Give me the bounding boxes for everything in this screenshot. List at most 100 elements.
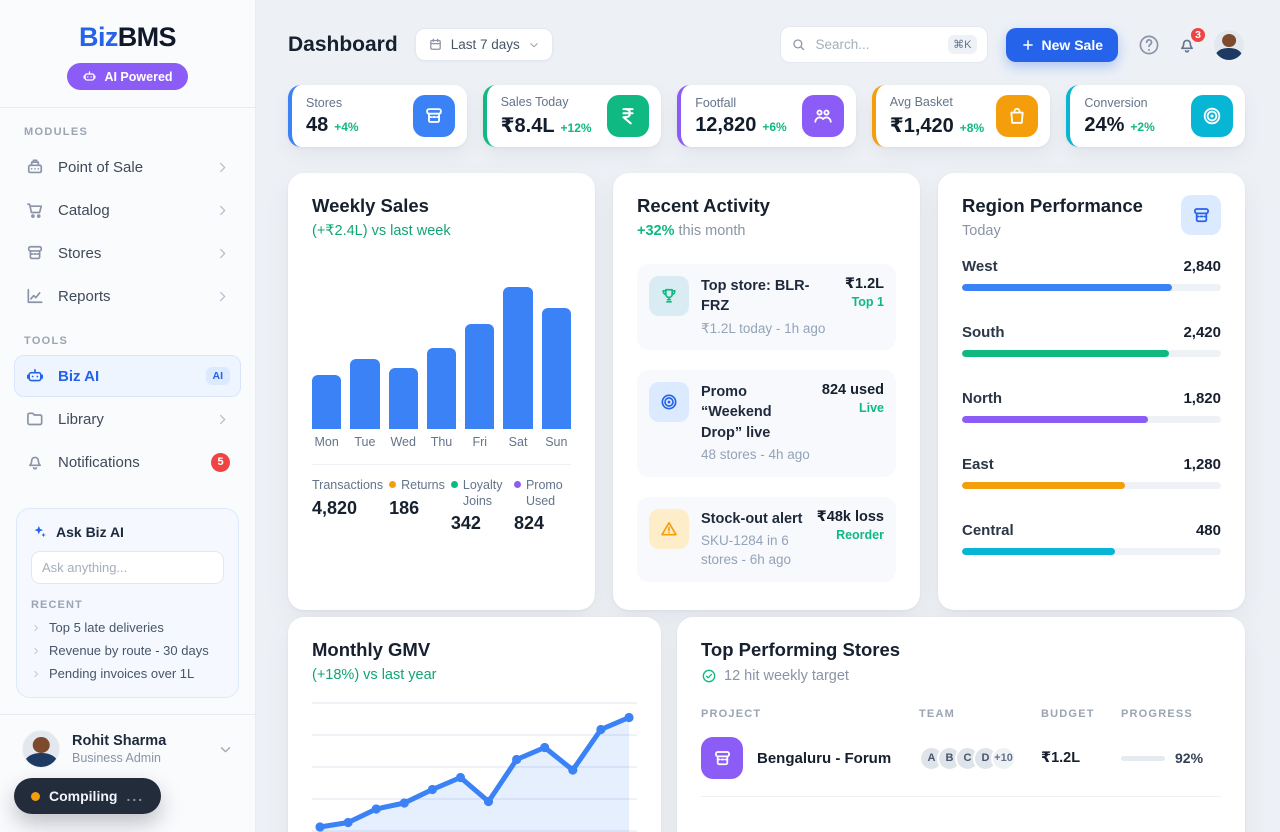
bell-icon (25, 452, 45, 472)
region-progress-track (962, 416, 1221, 423)
activity-item-promo-weekend-drop-live[interactable]: Promo “Weekend Drop” live 48 stores - 4h … (637, 370, 896, 477)
table-row[interactable]: Bengaluru - Forum A B C D +10 ₹1.2L 92% (701, 737, 1221, 797)
ai-chip-badge: AI (205, 367, 230, 385)
region-progress-track (962, 482, 1221, 489)
region-row-central: Central 480 (962, 522, 1221, 555)
activity-item-top-store-blr-frz[interactable]: Top store: BLR-FRZ ₹1.2L today - 1h ago ₹1… (637, 264, 896, 351)
sidebar-item-catalog[interactable]: Catalog (14, 189, 241, 231)
sidebar-item-notifications[interactable]: Notifications 5 (14, 441, 241, 483)
section-label: MODULES (24, 126, 89, 138)
trophy-icon-tile (649, 276, 689, 316)
kpi-card-stores[interactable]: Stores 48 +4% (288, 85, 467, 147)
ask-card-title: Ask Biz AI (56, 523, 124, 540)
weekly-stat-returns: Returns 186 (389, 478, 445, 534)
stat-value: 186 (389, 497, 420, 518)
activity-item-stock-out-alert[interactable]: Stock-out alert SKU-1284 in 6 stores - 6h… (637, 496, 896, 583)
target-icon-tile (649, 382, 689, 423)
robot-icon (82, 69, 97, 84)
weekly-bar (541, 308, 571, 429)
region-value: 2,840 (1183, 258, 1221, 275)
region-label: North (962, 390, 1002, 407)
region-row-west: West 2,840 (962, 258, 1221, 291)
avatar[interactable] (1213, 28, 1245, 61)
search-input[interactable] (813, 36, 941, 53)
budget-value: ₹1.2L (1041, 750, 1081, 766)
sidebar-item-label: Stores (58, 244, 102, 262)
recent-queries-list: Top 5 late deliveries Revenue by route - … (31, 616, 224, 685)
kpi-card-sales-today[interactable]: Sales Today ₹8.4L +12% (482, 85, 662, 147)
sidebar-nav: MODULES Point of Sale Catalog Stores Reports… (14, 108, 241, 484)
sidebar-item-library[interactable]: Library (14, 398, 241, 440)
sidebar-item-label: Reports (58, 287, 111, 305)
progress-track (1121, 755, 1165, 761)
store-icon (25, 243, 45, 263)
kpi-card-conversion[interactable]: Conversion 24% +2% (1066, 85, 1245, 147)
region-label: East (962, 456, 994, 473)
stat-value: 824 (513, 513, 544, 534)
kpi-value: 48 (306, 113, 329, 136)
store-icon (712, 748, 733, 769)
recent-query-item[interactable]: Pending invoices over 1L (31, 662, 224, 685)
monthly-gmv-title: Monthly GMV (312, 639, 431, 660)
column-team: TEAM (919, 708, 955, 720)
sidebar-divider (0, 107, 255, 108)
recent-query-label: Top 5 late deliveries (49, 620, 164, 635)
recent-activity-title: Recent Activity (637, 195, 770, 216)
help-icon[interactable] (1137, 33, 1161, 57)
rupee-icon (617, 105, 639, 127)
region-value: 480 (1195, 522, 1221, 539)
stat-label: Loyalty Joins (450, 478, 508, 509)
check-circle-icon (701, 668, 717, 684)
sidebar-item-biz-ai[interactable]: Biz AI AI (14, 355, 241, 397)
activity-right: ₹1.2L Top 1 (845, 276, 884, 309)
chevron-right-icon (215, 203, 230, 218)
page-title: Dashboard (288, 32, 398, 56)
region-rows: West 2,840 South 2,420 North 1,820 East 1,280 Ce… (962, 258, 1221, 555)
kpi-card-footfall[interactable]: Footfall 12,820 +6% (677, 85, 856, 147)
gmv-line-svg (312, 702, 637, 832)
weekly-sales-bar-chart (312, 287, 571, 429)
date-range-dropdown[interactable]: Last 7 days (414, 28, 553, 61)
activity-tag: Reorder (836, 527, 884, 542)
weekly-bar-label: Tue (354, 435, 376, 449)
sidebar-item-label: Biz AI (58, 367, 100, 385)
kpi-delta: +12% (560, 120, 592, 135)
kpi-label: Footfall (695, 95, 737, 110)
chevron-down-icon[interactable] (218, 742, 233, 757)
kpi-value: ₹1,420 (889, 114, 954, 137)
avatar (22, 730, 60, 768)
notifications-bell[interactable]: 3 (1177, 25, 1207, 56)
recent-query-item[interactable]: Top 5 late deliveries (31, 616, 224, 639)
activity-text: Stock-out alert SKU-1284 in 6 stores - 6h… (701, 509, 805, 570)
weekly-sales-x-labels: Mon Tue Wed Thu Fri Sat Sun (312, 435, 571, 449)
search-bar[interactable]: ⌘K (779, 26, 988, 63)
chevron-right-icon (31, 669, 41, 679)
kpi-delta: +8% (959, 120, 985, 135)
search-shortcut-kbd: ⌘K (948, 35, 977, 54)
recent-query-item[interactable]: Revenue by route - 30 days (31, 639, 224, 662)
weekly-sales-card: Weekly Sales (+₹2.4L) vs last week Mon Tu… (288, 173, 595, 610)
activity-text: Promo “Weekend Drop” live 48 stores - 4h … (701, 382, 810, 464)
top-stores-card: Top Performing Stores 12 hit weekly targ… (677, 617, 1245, 832)
recent-label: RECENT (31, 599, 83, 611)
kpi-label: Stores (306, 95, 343, 110)
weekly-bar (388, 367, 418, 429)
region-row-header: West 2,840 (962, 258, 1221, 275)
kpi-card-avg-basket[interactable]: Avg Basket ₹1,420 +8% (871, 85, 1051, 147)
activity-value: 824 used (821, 382, 884, 399)
main-content: Dashboard Last 7 days ⌘K New Sale 3 Stor… (256, 0, 1280, 832)
kpi-label: Avg Basket (889, 94, 953, 109)
sidebar-item-stores[interactable]: Stores (14, 232, 241, 274)
column-project: PROJECT (701, 708, 762, 720)
logo-text-primary: Biz (79, 22, 118, 52)
ask-anything-input[interactable] (31, 551, 224, 584)
sidebar-item-reports[interactable]: Reports (14, 275, 241, 317)
kpi-icon-tile (412, 95, 455, 137)
compiling-label: Compiling (49, 788, 118, 804)
sidebar-item-point-of-sale[interactable]: Point of Sale (14, 146, 241, 188)
region-label: Central (962, 522, 1014, 539)
new-sale-button[interactable]: New Sale (1005, 27, 1118, 62)
user-profile[interactable]: Rohit Sharma Business Admin (14, 715, 241, 768)
activity-delta-rest: this month (674, 223, 746, 239)
notification-count-badge: 5 (211, 452, 230, 472)
